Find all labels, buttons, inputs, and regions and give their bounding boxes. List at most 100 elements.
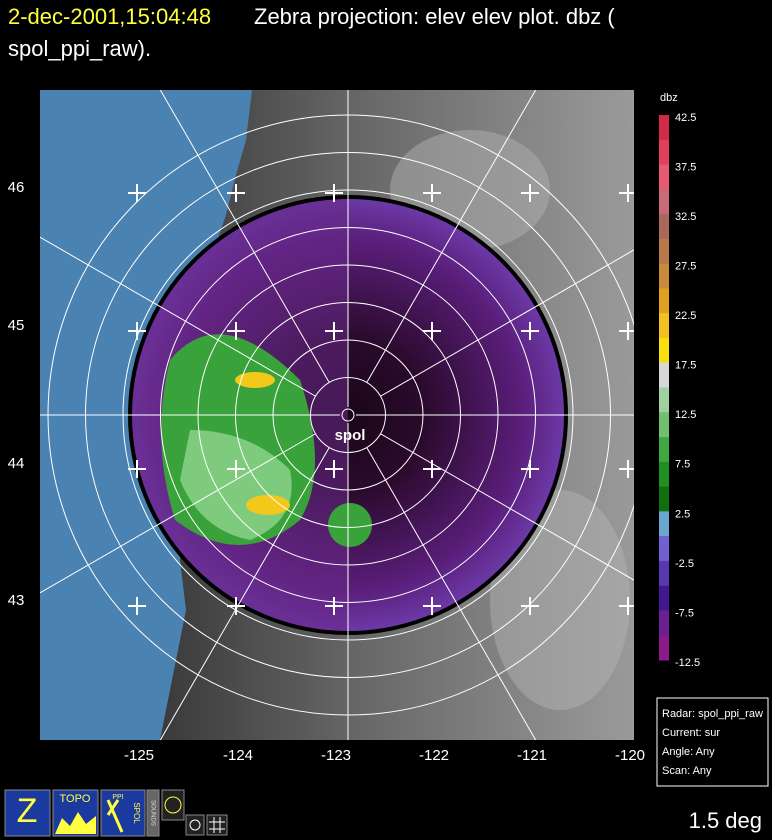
info-line: Angle: Any [662,746,715,758]
angle-label: 1.5 deg [689,808,762,833]
grid-cross [619,460,634,478]
spoke [159,90,330,383]
color-swatch [659,263,669,289]
grid-cross [423,322,441,340]
grid-cross [227,597,245,615]
topo-label: TOPO [60,793,91,805]
grid-cross [619,184,634,202]
grid-cross [619,322,634,340]
info-line: Scan: Any [662,765,712,777]
grid-cross [325,184,343,202]
spoke [40,236,316,397]
color-swatch [659,313,669,339]
color-swatch [659,288,669,314]
rings-glyph [164,796,182,814]
grid-cross [423,460,441,478]
colorbar-label: 32.5 [675,211,696,223]
colorbar-label: 12.5 [675,409,696,421]
grid-cross [423,184,441,202]
color-swatch [659,362,669,388]
color-swatch [659,635,669,661]
rings-icon[interactable] [161,789,185,821]
center-ring [341,408,355,422]
color-swatch [659,164,669,190]
colorbar: 42.5 37.5 32.5 27.5 22.5 17.5 12.5 7.5 2.5 -2.5 -7… [659,112,700,669]
colorbar-label: 17.5 [675,360,696,372]
info-line: Radar: spol_ppi_raw [662,708,763,720]
echo-core [235,372,275,388]
spoke [380,433,634,581]
grid-icon[interactable] [206,814,228,836]
colorbar-label: 37.5 [675,161,696,173]
color-swatch [659,437,669,463]
color-swatch [659,585,669,611]
zebra-glyph: Z [17,792,38,830]
color-swatch [659,214,669,240]
title: Zebra projection: elev elev plot. dbz ( [254,4,615,29]
color-swatch [659,139,669,166]
grid-cross [227,322,245,340]
lat-label: 43 [8,592,25,609]
sounds-label: SOUNDS [149,800,155,826]
grid-cross [128,460,146,478]
color-swatch [659,387,669,413]
info-line: Current: sur [662,727,720,739]
lon-label: -123 [321,747,351,764]
spol-label: SPOL [132,802,141,824]
grid-glyph [209,817,225,833]
toolbar: Z TOPO PPI SPOL SOUNDS [4,789,228,837]
color-swatch [659,610,669,636]
grid-cross [227,184,245,202]
sounds-icon[interactable] [146,789,160,837]
color-swatch [659,337,669,364]
lon-label: -122 [419,747,449,764]
color-swatch [659,238,669,265]
grid-cross [325,460,343,478]
colorbar-label: -7.5 [675,607,694,619]
lat-label: 46 [8,179,25,196]
colorbar-label: 2.5 [675,508,690,520]
info-box [656,697,769,787]
grid-cross [423,597,441,615]
color-swatch [659,511,669,537]
grid-cross [619,597,634,615]
color-swatch [659,115,669,141]
colorbar-label: 7.5 [675,459,690,471]
spoke [380,249,634,397]
spoke [366,90,537,383]
color-swatch [659,412,669,438]
point-glyph [189,819,201,831]
lon-label: -120 [615,747,645,764]
colorbar-label: -12.5 [675,657,700,669]
station-label: spol [335,427,366,444]
spoke [366,447,537,740]
grid-cross [325,322,343,340]
lon-label: -125 [124,747,154,764]
color-swatch [659,536,669,562]
grid-cross [325,597,343,615]
lat-label: 45 [8,317,25,334]
grid-cross [227,460,245,478]
grid-cross [521,460,539,478]
grid-cross [128,597,146,615]
zebra-icon[interactable] [4,789,51,837]
lat-label: 44 [8,455,25,472]
colorbar-label: 22.5 [675,310,696,322]
color-swatch [659,486,669,512]
echo-green [328,503,372,547]
timestamp: 2-dec-2001,15:04:48 [8,4,211,29]
colorbar-label: 42.5 [675,112,696,124]
color-swatch [659,461,669,488]
point-icon[interactable] [185,814,205,836]
echo-core [246,495,290,515]
grid-cross [521,184,539,202]
title-line2: spol_ppi_raw). [8,36,151,61]
topo-glyph [55,812,96,834]
colorbar-label: 27.5 [675,261,696,273]
grid-cross [128,322,146,340]
lon-label: -121 [517,747,547,764]
